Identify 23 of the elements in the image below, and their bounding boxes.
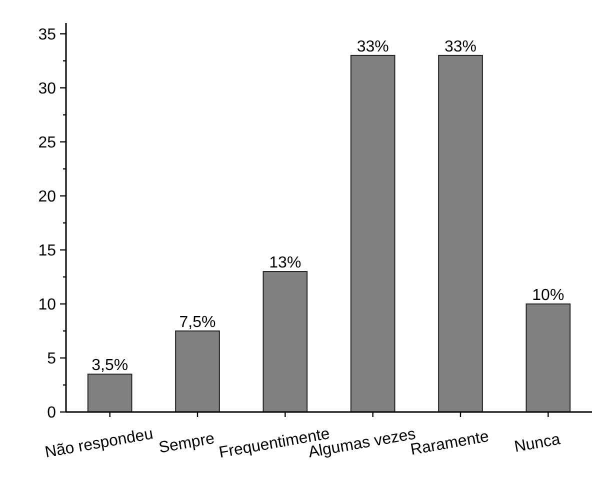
- data-label: 7,5%: [179, 314, 216, 331]
- y-tick-label: 35: [38, 26, 56, 44]
- data-label: 33%: [444, 38, 477, 56]
- y-tick-label: 5: [47, 350, 56, 368]
- bar: [175, 330, 220, 412]
- bar: [350, 54, 396, 412]
- y-tick-label: 20: [38, 188, 56, 206]
- data-label: 13%: [269, 254, 302, 272]
- x-tick-label: Nunca: [513, 431, 562, 456]
- data-label: 10%: [532, 286, 564, 304]
- x-tick-label: Sempre: [158, 430, 216, 457]
- y-tick-label: 10: [38, 296, 56, 314]
- data-label: 3,5%: [92, 357, 128, 374]
- y-tick-label: 0: [47, 404, 56, 422]
- bar: [262, 271, 308, 412]
- y-tick-label: 30: [38, 80, 56, 98]
- y-tick-label: 15: [38, 242, 56, 260]
- data-label: 33%: [356, 38, 389, 56]
- bar: [87, 374, 132, 412]
- bar: [526, 303, 571, 412]
- y-tick-label: 25: [38, 134, 56, 152]
- bar: [438, 54, 483, 412]
- x-tick-label: Não respondeu: [44, 426, 154, 462]
